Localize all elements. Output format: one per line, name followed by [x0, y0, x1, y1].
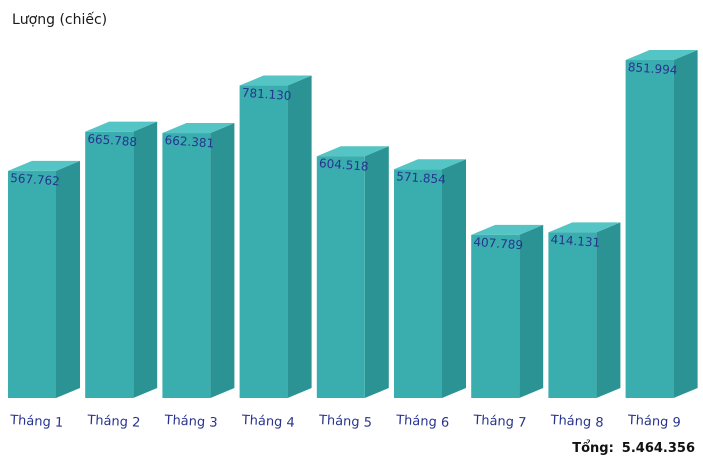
category-label: Tháng 8 — [549, 413, 604, 431]
total-label: Tổng: — [572, 441, 614, 456]
bar-top — [239, 75, 312, 86]
category-label: Tháng 1 — [9, 413, 64, 431]
value-label: 662.381 — [164, 133, 214, 150]
bar-3 — [162, 123, 235, 398]
category-label: Tháng 9 — [626, 413, 681, 431]
bar-side — [519, 224, 544, 398]
bar-front — [471, 234, 520, 398]
bar-top — [8, 160, 80, 171]
bar-front — [548, 232, 597, 398]
category-label: Tháng 3 — [163, 413, 218, 431]
category-label: Tháng 4 — [240, 413, 295, 431]
bar-7 — [471, 224, 544, 398]
bar-top — [316, 146, 389, 157]
value-label: 781.130 — [241, 86, 291, 103]
bar-top — [85, 121, 158, 132]
bar-front — [239, 85, 288, 398]
bar-8 — [548, 222, 621, 398]
bar-side — [673, 50, 698, 398]
bar-side — [442, 159, 466, 398]
value-label: 407.789 — [473, 235, 523, 252]
value-label: 851.994 — [627, 60, 677, 77]
bar-front — [394, 169, 442, 398]
value-label: 414.131 — [550, 232, 600, 249]
value-label: 571.854 — [396, 169, 446, 186]
bar-top — [394, 159, 466, 170]
value-label: 604.518 — [319, 156, 369, 173]
bar-6 — [394, 159, 466, 398]
bar-front — [625, 60, 674, 398]
bar-top — [548, 222, 621, 233]
bar-front — [85, 131, 134, 398]
category-label: Tháng 6 — [395, 413, 450, 431]
bar-front — [162, 133, 211, 398]
bar-1 — [8, 160, 80, 398]
y-axis-label: Lượng (chiếc) — [12, 12, 108, 28]
bar-top — [471, 224, 544, 235]
category-label: Tháng 2 — [86, 413, 141, 431]
value-label: 665.788 — [87, 132, 137, 149]
total-summary: Tổng: 5.464.356 — [572, 441, 695, 456]
bar-top — [625, 50, 698, 60]
bar-side — [133, 121, 158, 398]
category-label: Tháng 7 — [472, 413, 527, 431]
bar-side — [56, 160, 80, 398]
bar-side — [364, 146, 389, 398]
bar-side — [596, 222, 621, 398]
bar-front — [316, 156, 365, 398]
bar-4 — [239, 75, 312, 398]
category-label: Tháng 5 — [318, 413, 373, 431]
value-label: 567.762 — [10, 171, 60, 188]
total-value: 5.464.356 — [621, 441, 695, 456]
bar-9 — [625, 50, 698, 398]
bar-5 — [316, 146, 389, 398]
bar-side — [287, 75, 312, 398]
bar-2 — [85, 121, 158, 398]
bar-front — [8, 170, 56, 398]
bar-top — [162, 123, 235, 134]
bar-side — [210, 123, 235, 398]
